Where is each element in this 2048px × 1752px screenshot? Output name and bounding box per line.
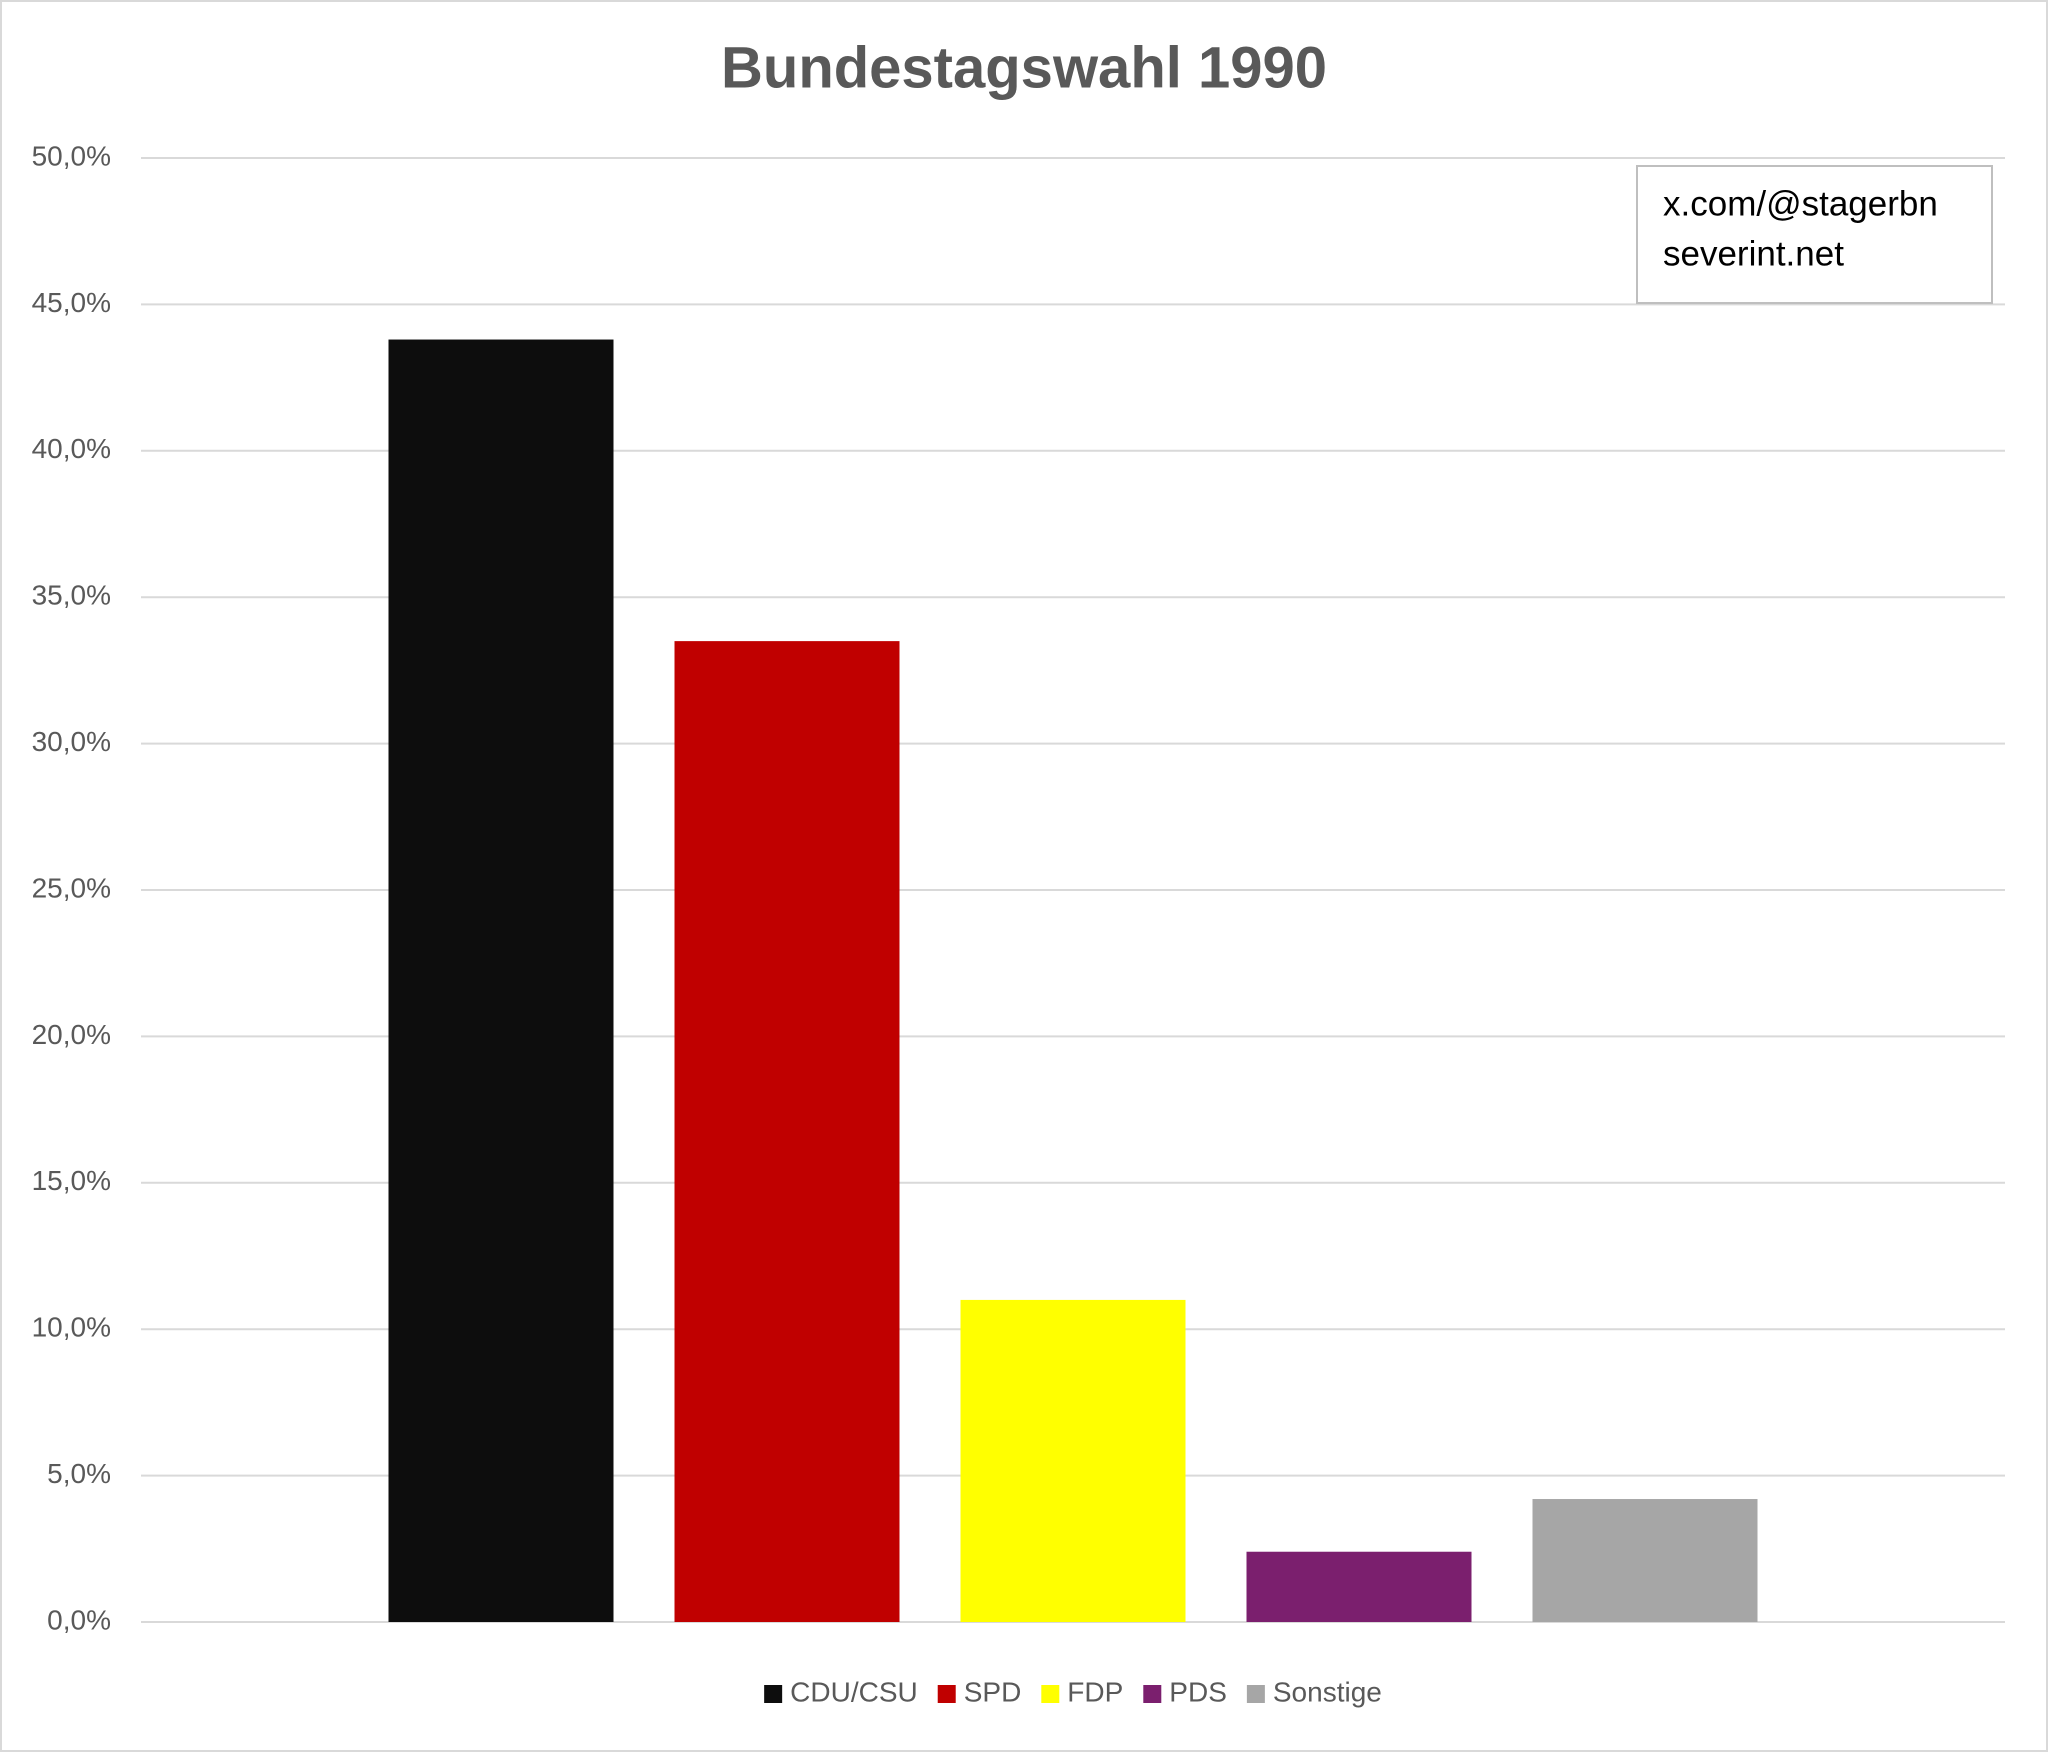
legend-swatch <box>764 1685 783 1703</box>
legend-label: Sonstige <box>1273 1676 1382 1707</box>
y-tick-label: 50,0% <box>32 140 111 171</box>
bar <box>388 339 614 1622</box>
y-tick-label: 5,0% <box>47 1458 111 1489</box>
legend-swatch <box>937 1685 956 1703</box>
annotation-box <box>1636 165 1993 304</box>
y-tick-label: 30,0% <box>32 726 111 757</box>
legend-label: SPD <box>964 1676 1022 1707</box>
legend-swatch <box>1143 1685 1162 1703</box>
legend-swatch <box>1041 1685 1060 1703</box>
y-tick-label: 40,0% <box>32 433 111 464</box>
bar <box>1246 1551 1472 1622</box>
y-tick-label: 20,0% <box>32 1019 111 1050</box>
bar <box>674 641 900 1622</box>
chart-title: Bundestagswahl 1990 <box>721 35 1327 100</box>
annotation: x.com/@stagerbn <box>1663 184 1938 223</box>
y-tick-label: 0,0% <box>47 1604 111 1635</box>
legend-swatch <box>1246 1685 1265 1703</box>
y-tick-label: 10,0% <box>32 1312 111 1343</box>
bar <box>1532 1499 1758 1622</box>
y-tick-label: 45,0% <box>32 287 111 318</box>
legend-label: FDP <box>1067 1676 1123 1707</box>
annotation: severint.net <box>1663 234 1844 273</box>
y-tick-label: 35,0% <box>32 580 111 611</box>
legend-label: CDU/CSU <box>790 1676 918 1707</box>
y-tick-label: 25,0% <box>32 872 111 903</box>
legend-label: PDS <box>1169 1676 1227 1707</box>
bar <box>960 1299 1186 1622</box>
y-tick-label: 15,0% <box>32 1165 111 1196</box>
